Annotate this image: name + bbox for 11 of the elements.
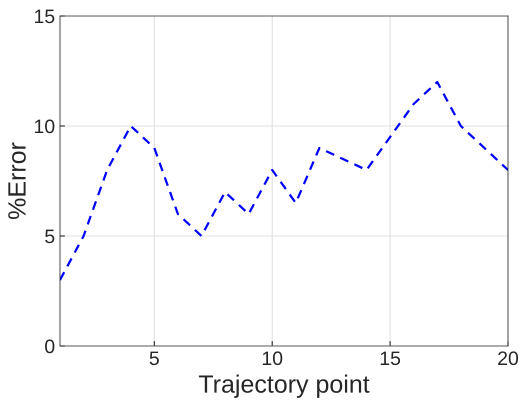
line-series <box>60 80 508 282</box>
x-tick-label: 10 <box>262 351 282 366</box>
x-tick-label: 20 <box>498 351 518 366</box>
y-tick-label: 10 <box>34 119 54 134</box>
x-tick-label: 5 <box>150 352 159 366</box>
x-axis-title: Trajectory point <box>198 374 370 398</box>
y-axis-title: %Error <box>8 142 26 219</box>
y-tick-label: 5 <box>45 230 54 244</box>
y-tick-label: 15 <box>34 10 54 24</box>
y-tick-label: 0 <box>45 339 54 354</box>
x-tick-label: 15 <box>380 352 400 366</box>
